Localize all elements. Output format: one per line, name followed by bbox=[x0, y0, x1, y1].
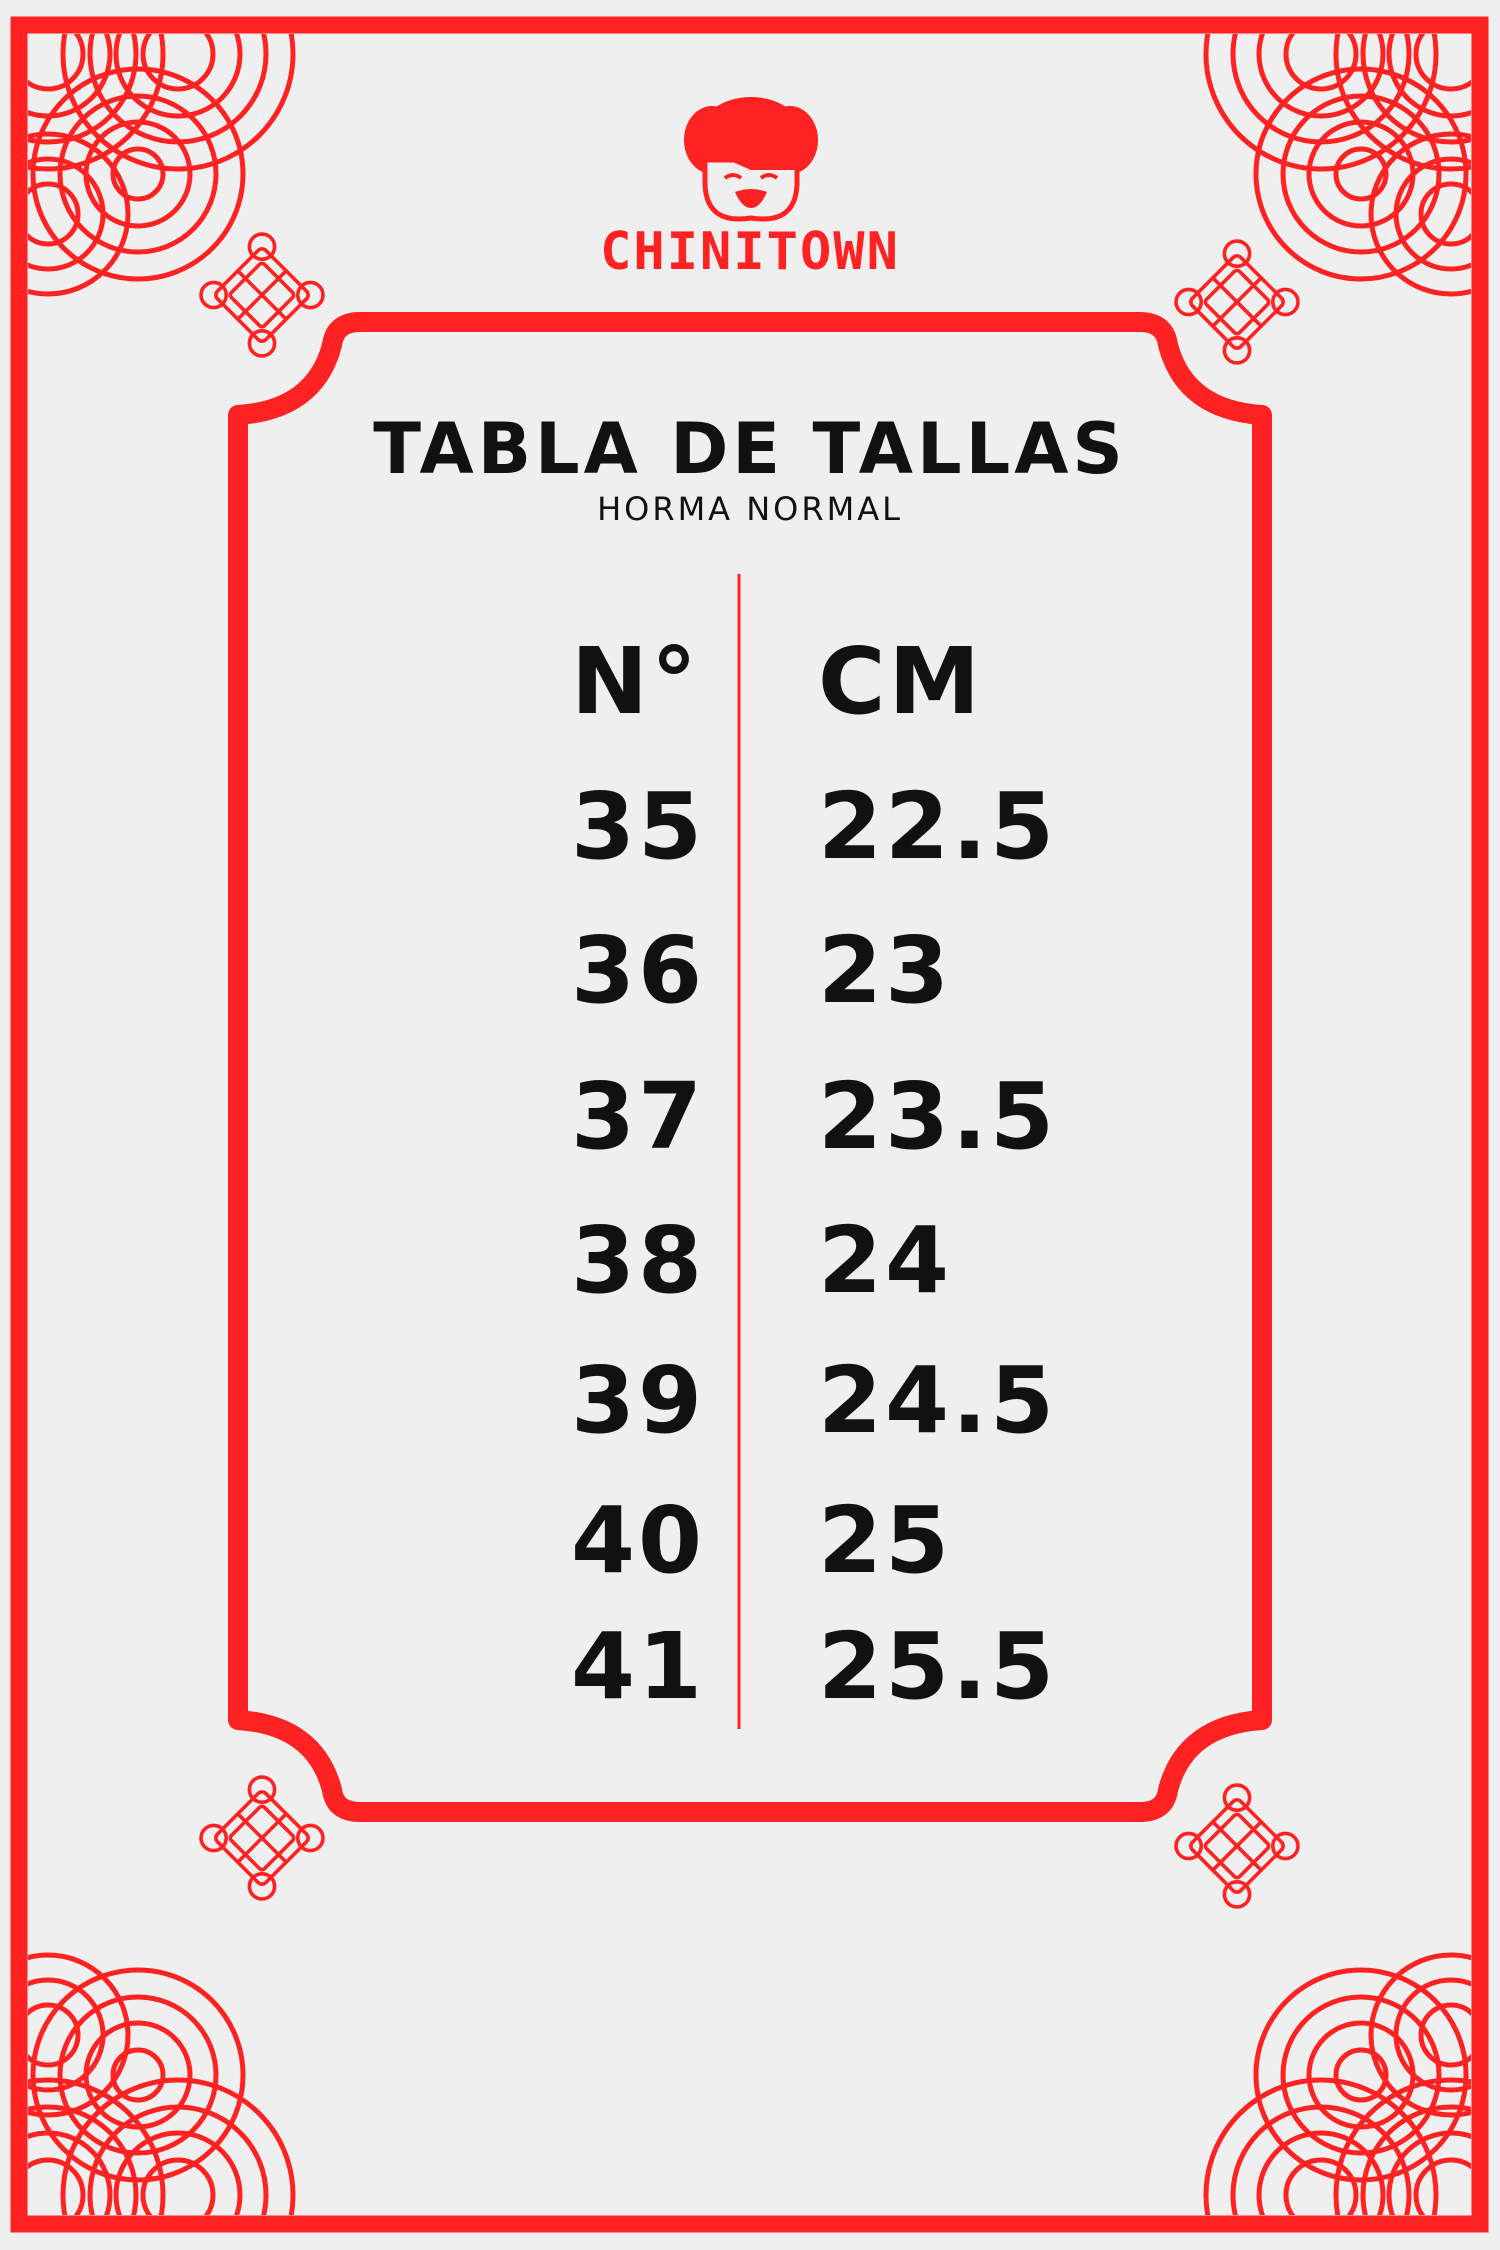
cm-cell: 25.5 bbox=[818, 1613, 1057, 1720]
knot-icon bbox=[1169, 1778, 1305, 1914]
size-cell: 40 bbox=[571, 1487, 706, 1594]
size-cell: 37 bbox=[571, 1063, 706, 1170]
page-title: TABLA DE TALLAS bbox=[373, 408, 1127, 490]
mascot-logo bbox=[684, 97, 818, 222]
size-cell: 36 bbox=[571, 917, 706, 1024]
cm-cell: 24 bbox=[818, 1207, 953, 1314]
wave-pattern-bottom-right bbox=[1206, 1955, 1500, 2250]
page-subtitle: HORMA NORMAL bbox=[597, 490, 903, 528]
cm-cell: 24.5 bbox=[818, 1347, 1057, 1454]
brand-logo-text: CHINITOWN bbox=[600, 222, 900, 282]
cm-cell: 23.5 bbox=[818, 1063, 1057, 1170]
header-size-number: N° bbox=[571, 628, 700, 735]
cm-cell: 25 bbox=[818, 1487, 953, 1594]
size-cell: 41 bbox=[571, 1613, 706, 1720]
wave-pattern-bottom-left bbox=[0, 1955, 293, 2250]
knot-icon bbox=[194, 1770, 330, 1906]
size-cell: 38 bbox=[571, 1207, 706, 1314]
table-lines bbox=[359, 574, 1119, 1731]
size-cell: 35 bbox=[571, 773, 706, 880]
table-frame bbox=[228, 312, 1272, 1822]
cm-cell: 22.5 bbox=[818, 773, 1057, 880]
header-cm: CM bbox=[818, 628, 984, 735]
cm-cell: 23 bbox=[818, 917, 953, 1024]
size-cell: 39 bbox=[571, 1347, 706, 1454]
